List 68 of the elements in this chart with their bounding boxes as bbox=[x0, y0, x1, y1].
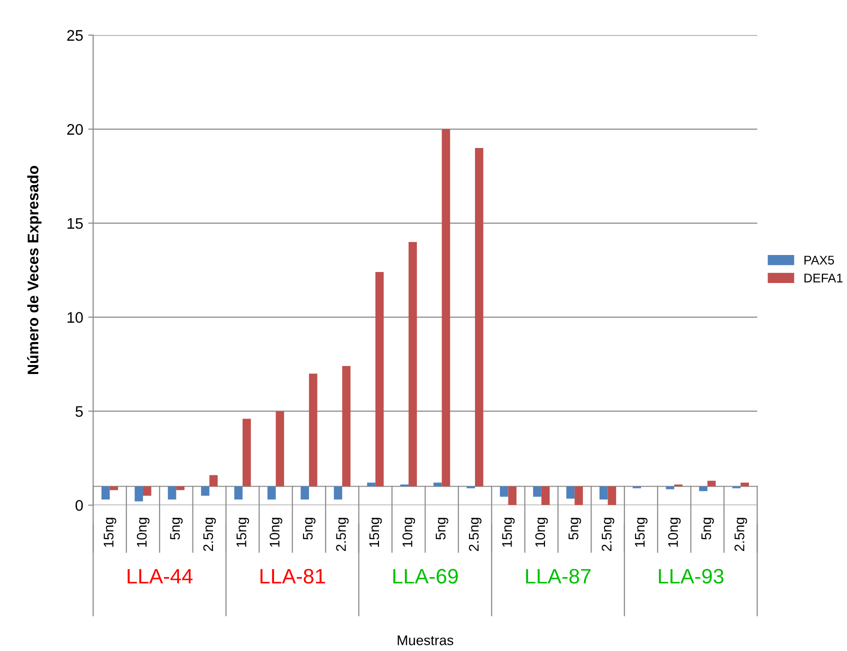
legend-label: PAX5 bbox=[804, 256, 834, 265]
bar bbox=[142, 486, 152, 496]
x-tick-label: 15ng bbox=[369, 518, 382, 547]
text: LLA-81 bbox=[260, 568, 325, 584]
bar bbox=[209, 475, 218, 486]
bar bbox=[134, 486, 143, 502]
bar bbox=[234, 486, 243, 500]
x-tick-label: 10ng bbox=[402, 518, 416, 547]
bar bbox=[342, 366, 350, 486]
x-tick-label: 2.5ng bbox=[203, 518, 216, 551]
x-tick-label: 5ng bbox=[303, 518, 316, 540]
bar bbox=[475, 148, 484, 486]
bar bbox=[699, 486, 708, 492]
bar bbox=[308, 374, 318, 486]
y-tick-label: 10 bbox=[68, 312, 83, 323]
x-tick-label: 5ng bbox=[701, 518, 714, 540]
x-tick-label: 5ng bbox=[170, 518, 183, 540]
bar bbox=[574, 486, 583, 506]
x-tick-label: 15ng bbox=[236, 518, 250, 547]
bar bbox=[533, 486, 542, 497]
legend-label: DEFA1 bbox=[804, 274, 842, 282]
x-tick-label: 10ng bbox=[535, 518, 548, 547]
x-tick-label: 2.5ng bbox=[734, 518, 748, 551]
y-tick-label: 5 bbox=[76, 406, 83, 417]
text: Muestras bbox=[398, 636, 454, 646]
bar bbox=[367, 482, 376, 486]
bar bbox=[500, 486, 508, 497]
bar bbox=[740, 482, 749, 486]
bar bbox=[608, 486, 616, 506]
x-tick-label: 15ng bbox=[635, 518, 648, 547]
text: LLA-44 bbox=[128, 569, 193, 584]
x-tick-label: 2.5ng bbox=[602, 518, 614, 551]
text: LLA-69 bbox=[393, 568, 458, 584]
bar bbox=[110, 486, 118, 490]
x-tick-label: 15ng bbox=[104, 518, 116, 547]
x-tick-label: 10ng bbox=[136, 518, 150, 547]
bar bbox=[276, 411, 284, 486]
x-tick-label: 5ng bbox=[568, 518, 582, 540]
bar bbox=[176, 486, 184, 490]
x-tick-label: 10ng bbox=[270, 518, 282, 547]
y-tick-label: 25 bbox=[67, 30, 83, 41]
bar bbox=[566, 486, 575, 499]
bar bbox=[541, 486, 550, 506]
bar bbox=[168, 486, 176, 500]
text: LLA-87 bbox=[526, 568, 591, 584]
text: LLA-93 bbox=[658, 568, 724, 584]
bar bbox=[433, 482, 442, 486]
x-tick-label: 2.5ng bbox=[336, 518, 349, 551]
bar bbox=[600, 486, 608, 500]
x-tick-label: 15ng bbox=[502, 518, 515, 547]
bar bbox=[442, 129, 450, 486]
x-tick-label: 5ng bbox=[436, 518, 448, 540]
bar bbox=[101, 486, 110, 500]
x-tick-label: 10ng bbox=[668, 518, 681, 547]
y-tick-label: 0 bbox=[76, 500, 83, 511]
bar bbox=[375, 272, 384, 486]
x-tick-label: 2.5ng bbox=[468, 518, 482, 551]
bar bbox=[242, 418, 251, 486]
y-tick-label: 20 bbox=[67, 124, 83, 135]
bar bbox=[201, 486, 210, 496]
bar bbox=[707, 480, 716, 486]
bar bbox=[508, 486, 516, 506]
bar bbox=[408, 242, 417, 486]
y-tick-label: 15 bbox=[68, 218, 83, 229]
bar bbox=[300, 486, 309, 500]
bar bbox=[267, 486, 276, 500]
y-axis-title: Número de Veces Expresado bbox=[27, 166, 42, 374]
bar bbox=[334, 486, 342, 500]
